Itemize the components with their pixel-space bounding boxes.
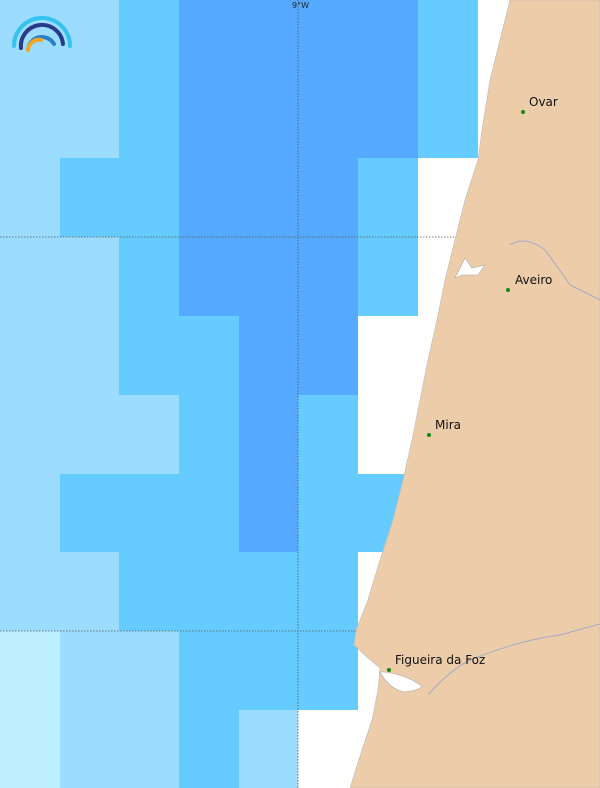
grid-cell: [358, 316, 418, 395]
grid-cell: [0, 316, 60, 395]
grid-cell: [239, 158, 298, 237]
grid-cell: [239, 237, 298, 316]
grid-cell: [298, 395, 358, 474]
river: [509, 240, 600, 301]
grid-cell: [239, 552, 298, 631]
lagoon: [454, 257, 486, 279]
grid-cell: [358, 79, 418, 158]
grid-cell: [119, 395, 179, 474]
grid-cell: [119, 631, 179, 710]
grid-cell: [119, 158, 179, 237]
grid-cell: [119, 0, 179, 79]
grid-cell: [0, 79, 60, 158]
city-marker[interactable]: [427, 433, 431, 437]
estuary: [379, 671, 423, 693]
grid-cell: [60, 79, 119, 158]
grid-cell: [179, 552, 239, 631]
grid-cell: [60, 237, 119, 316]
grid-cell: [179, 395, 239, 474]
grid-cell: [179, 0, 239, 79]
grid-cell: [358, 237, 418, 316]
grid-cell: [239, 395, 298, 474]
grid-cell: [0, 237, 60, 316]
grid-cell: [60, 316, 119, 395]
grid-cell: [239, 79, 298, 158]
city-marker[interactable]: [521, 110, 525, 114]
grid-cell: [298, 552, 358, 631]
grid-cell: [60, 158, 119, 237]
grid-cell: [179, 158, 239, 237]
grid-cell: [0, 631, 60, 710]
grid-cell: [298, 316, 358, 395]
city-label: Figueira da Foz: [395, 653, 486, 667]
city-label: Aveiro: [515, 273, 553, 287]
grid-cell: [179, 79, 239, 158]
grid-cell: [298, 0, 358, 79]
grid-cell: [119, 237, 179, 316]
grid-cell: [239, 631, 298, 710]
grid-cell: [119, 79, 179, 158]
grid-cell: [239, 474, 298, 552]
city-label: Mira: [435, 418, 461, 432]
grid-cell: [119, 552, 179, 631]
grid-cell: [0, 395, 60, 474]
grid-cell: [0, 474, 60, 552]
grid-cell: [179, 237, 239, 316]
grid-cell: [239, 0, 298, 79]
grid-cell: [239, 710, 298, 788]
grid-cell: [179, 631, 239, 710]
grid-cell: [418, 0, 478, 79]
grid-cell: [60, 631, 119, 710]
grid-cell: [60, 710, 119, 788]
grid-cell: [298, 474, 358, 552]
grid-cell: [60, 552, 119, 631]
grid-cell: [298, 710, 358, 788]
grid-cell: [179, 474, 239, 552]
grid-cell: [119, 474, 179, 552]
city-marker[interactable]: [387, 668, 391, 672]
grid-cell: [179, 710, 239, 788]
grid-cell: [0, 710, 60, 788]
grid-cell: [358, 158, 418, 237]
city-label: Ovar: [529, 95, 558, 109]
grid-cell: [298, 237, 358, 316]
city-marker[interactable]: [506, 288, 510, 292]
grid-cell: [298, 79, 358, 158]
grid-cell: [119, 316, 179, 395]
grid-cell: [239, 316, 298, 395]
grid-cell: [60, 395, 119, 474]
grid-cell: [298, 631, 358, 710]
longitude-label: 9°W: [292, 1, 309, 10]
grid-cell: [418, 79, 478, 158]
grid-cell: [60, 474, 119, 552]
grid-cell: [298, 158, 358, 237]
grid-cell: [179, 316, 239, 395]
river: [427, 623, 600, 696]
grid-cell: [358, 0, 418, 79]
land: [349, 0, 600, 788]
grid-cell: [0, 158, 60, 237]
grid-cell: [0, 552, 60, 631]
logo-icon: [12, 16, 72, 52]
grid-cell: [119, 710, 179, 788]
